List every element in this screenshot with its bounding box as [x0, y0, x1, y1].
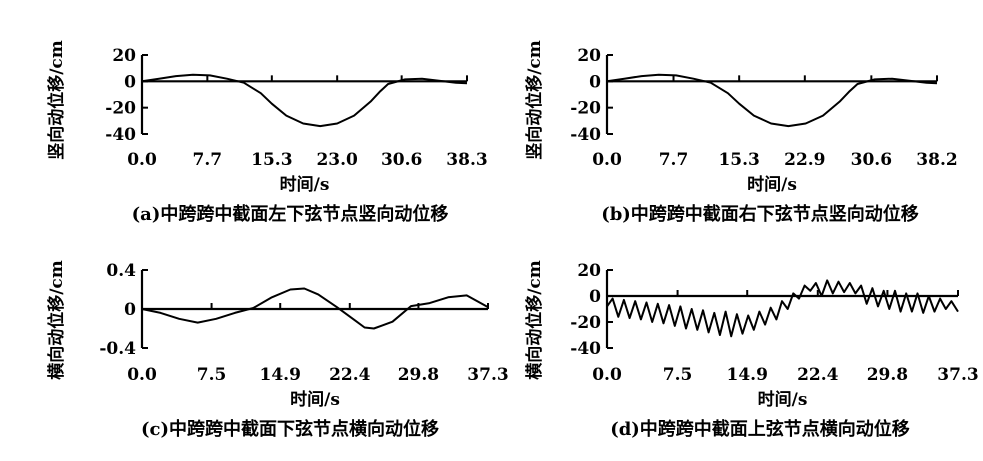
y-tick-label: -0.4: [99, 339, 136, 359]
y-tick-label: -20: [570, 99, 601, 119]
series-line: [606, 73, 938, 128]
y-tick-label: 20: [577, 261, 601, 281]
y-tick-label: 0: [589, 287, 601, 307]
x-tick-label: 14.9: [727, 365, 768, 385]
y-tick-label: 0: [124, 300, 136, 320]
x-tick-label: 22.4: [797, 365, 839, 385]
x-axis-label: 时间/s: [747, 174, 797, 195]
x-tick-label: 37.3: [937, 365, 978, 385]
y-tick-label: 20: [112, 46, 136, 66]
panel-b: 20 0 -20 -40 0.0 7.7 15.3 22.9 30.6 38.2 时间/s 竖向动位移…: [524, 40, 958, 225]
series-line: [606, 279, 959, 338]
y-tick-label: 20: [577, 46, 601, 66]
x-tick-label: 7.5: [663, 365, 693, 385]
x-tick-label: 15.3: [718, 150, 759, 170]
x-tick-label: 0.0: [127, 150, 157, 170]
series-line: [141, 73, 468, 128]
x-tick-label: 7.5: [197, 365, 227, 385]
x-tick-label: 22.4: [329, 365, 371, 385]
x-tick-label: 23.0: [316, 150, 358, 170]
panel-caption: (b)中跨跨中截面右下弦节点竖向动位移: [601, 203, 919, 225]
y-tick-label: -40: [570, 125, 601, 145]
x-tick-label: 0.0: [127, 365, 157, 385]
x-tick-label: 38.2: [916, 150, 957, 170]
x-tick-label: 29.8: [398, 365, 439, 385]
x-tick-label: 22.9: [784, 150, 825, 170]
panel-caption: (c)中跨跨中截面下弦节点横向动位移: [141, 418, 439, 440]
y-tick-label: -20: [105, 99, 136, 119]
x-tick-label: 30.6: [381, 150, 422, 170]
x-axis-label: 时间/s: [290, 389, 340, 410]
x-tick-label: 15.3: [251, 150, 292, 170]
y-tick-label: -40: [105, 125, 136, 145]
x-axis-label: 时间/s: [758, 389, 808, 410]
y-tick-label: 0: [589, 72, 601, 92]
y-tick-label: 0.4: [106, 261, 136, 281]
x-tick-label: 37.3: [467, 365, 508, 385]
x-tick-label: 14.9: [260, 365, 301, 385]
x-tick-label: 0.0: [592, 150, 622, 170]
y-axis-label: 竖向动位移/cm: [46, 40, 67, 160]
x-tick-label: 7.7: [193, 150, 223, 170]
y-tick-label: -40: [570, 339, 601, 359]
y-tick-label: 0: [124, 72, 136, 92]
series-line: [141, 287, 489, 330]
y-tick-label: -20: [570, 313, 601, 333]
y-axis-label: 横向动位移/cm: [524, 260, 545, 380]
y-axis-label: 竖向动位移/cm: [524, 40, 545, 160]
x-tick-label: 30.6: [851, 150, 892, 170]
panel-a: 20 0 -20 -40 0.0 7.7 15.3 23.0 30.6 38.3 时间/s 竖向动位移…: [46, 40, 488, 225]
panel-caption: (d)中跨跨中截面上弦节点横向动位移: [610, 418, 910, 440]
panel-c: 0.4 0 -0.4 0.0 7.5 14.9 22.4 29.8 37.3 时间/s 横向动位移/…: [46, 260, 509, 440]
x-tick-label: 38.3: [446, 150, 487, 170]
y-axis-label: 横向动位移/cm: [46, 260, 67, 380]
panel-d: 20 0 -20 -40 0.0 7.5 14.9 22.4 29.8 37.3 时间/s 横向动位移…: [524, 260, 979, 440]
x-axis-label: 时间/s: [280, 174, 330, 195]
x-tick-label: 0.0: [592, 365, 622, 385]
x-tick-label: 7.7: [659, 150, 689, 170]
x-tick-label: 29.8: [867, 365, 908, 385]
panel-caption: (a)中跨跨中截面左下弦节点竖向动位移: [132, 203, 449, 225]
